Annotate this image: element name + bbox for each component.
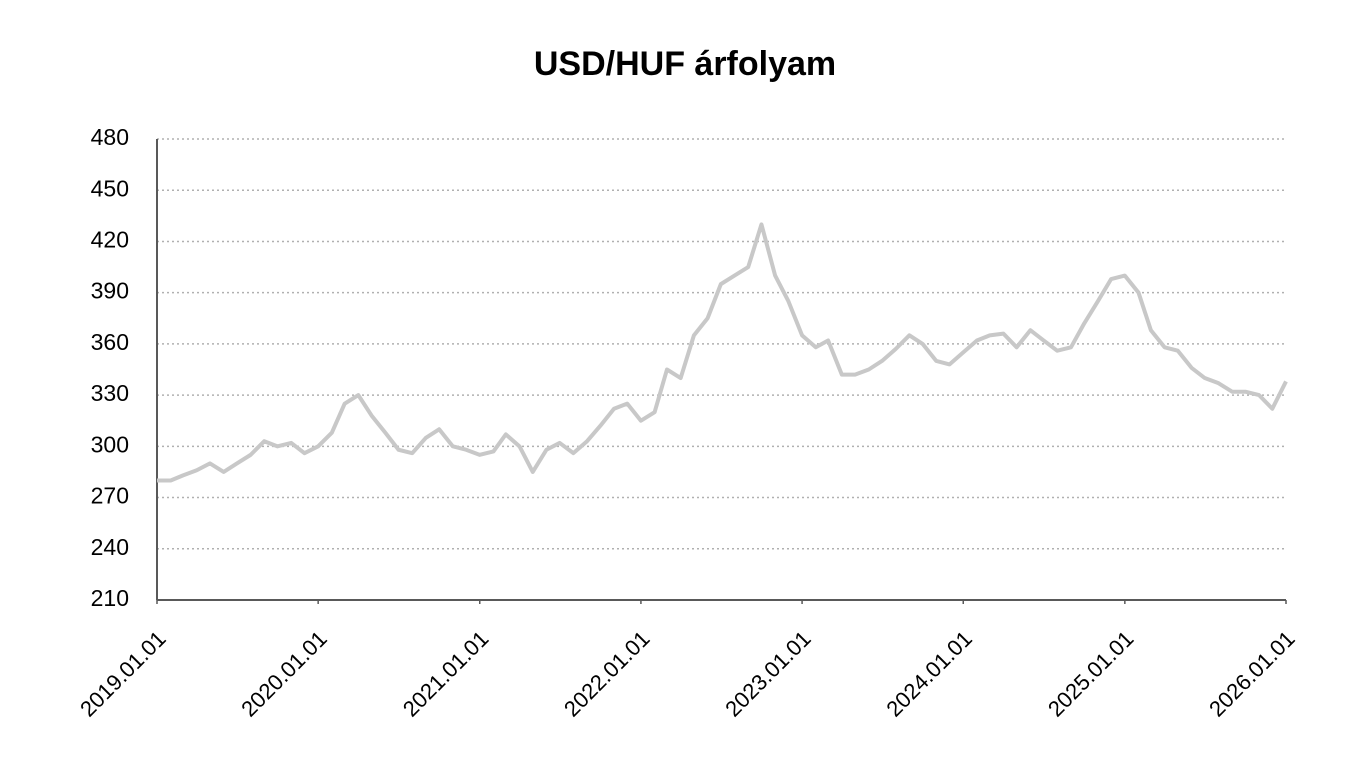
x-tick-label: 2021.01.01 xyxy=(398,626,494,722)
y-tick-label: 450 xyxy=(91,175,129,201)
chart-title: USD/HUF árfolyam xyxy=(534,45,836,83)
x-tick-label: 2022.01.01 xyxy=(559,626,655,722)
x-tick-label: 2020.01.01 xyxy=(236,626,332,722)
x-tick-label: 2024.01.01 xyxy=(881,626,977,722)
y-tick-label: 420 xyxy=(91,227,129,253)
y-tick-label: 360 xyxy=(91,329,129,355)
y-tick-label: 300 xyxy=(91,431,129,457)
x-tick-label: 2019.01.01 xyxy=(75,626,171,722)
y-tick-label: 330 xyxy=(91,380,129,406)
y-tick-label: 210 xyxy=(91,585,129,611)
x-tick-label: 2023.01.01 xyxy=(720,626,816,722)
line-series xyxy=(157,222,1288,483)
y-tick-label: 480 xyxy=(91,124,129,150)
x-tick-label: 2025.01.01 xyxy=(1043,626,1139,722)
x-tick-label: 2026.01.01 xyxy=(1204,626,1300,722)
y-tick-label: 270 xyxy=(91,483,129,509)
y-tick-label: 240 xyxy=(91,534,129,560)
y-tick-label: 390 xyxy=(91,278,129,304)
